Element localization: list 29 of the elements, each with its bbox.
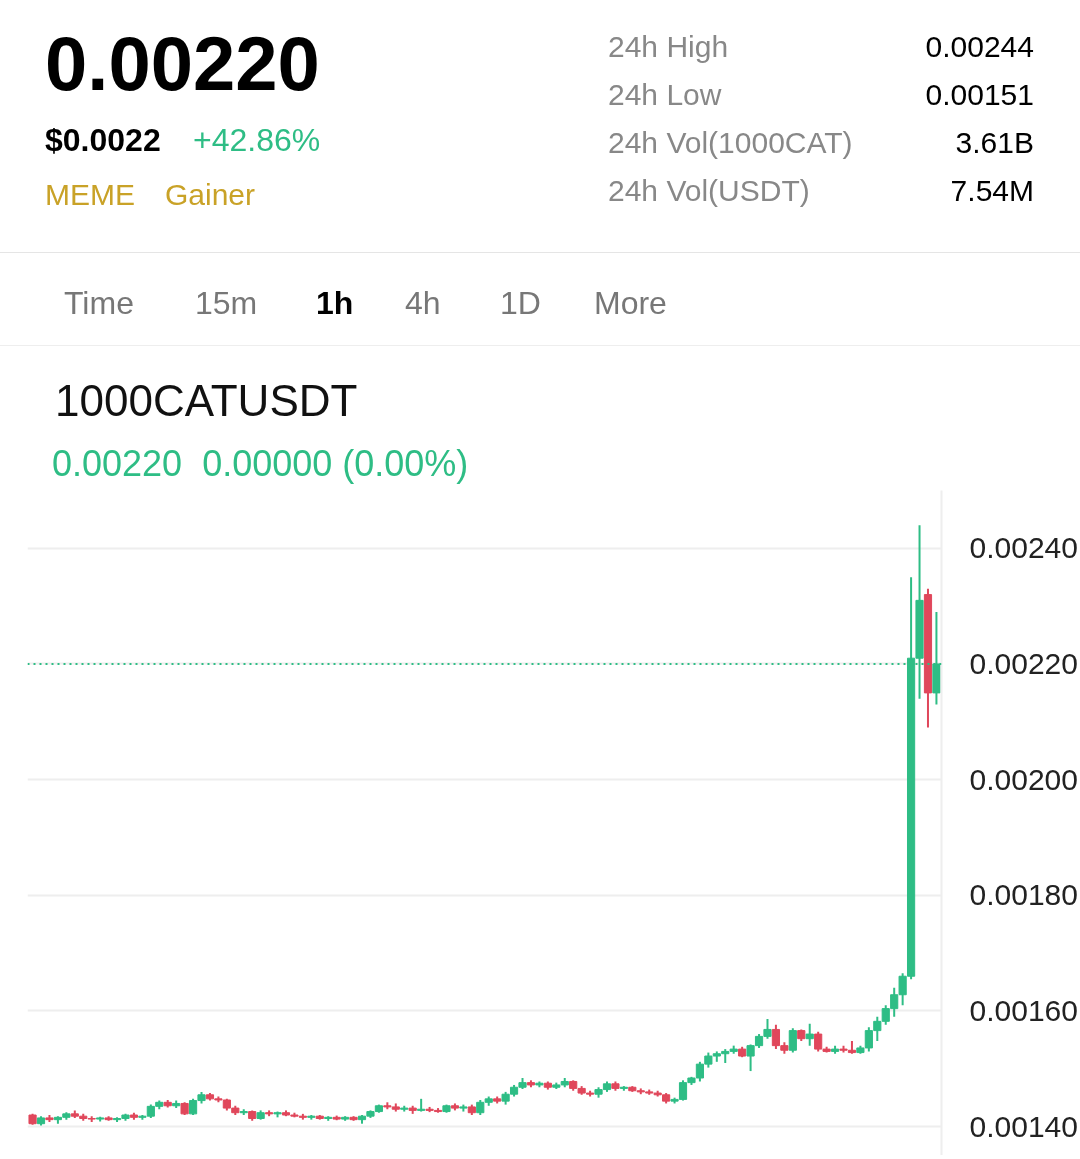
candlestick bbox=[788, 1027, 797, 1054]
y-tick-label: 0.00200 bbox=[969, 762, 1078, 796]
text: 0.00220 bbox=[45, 20, 320, 108]
y-tick-label: 0.00140 bbox=[969, 1109, 1078, 1143]
text: 15m bbox=[195, 284, 258, 323]
text: $0.0022 bbox=[45, 121, 161, 160]
y-tick-label: 0.00220 bbox=[969, 646, 1078, 680]
text: 24h Low bbox=[608, 77, 722, 113]
text: +42.86% bbox=[193, 121, 321, 160]
y-tick-label: 0.00160 bbox=[969, 993, 1078, 1027]
text: 24h Vol(USDT) bbox=[608, 173, 810, 209]
text: 24h Vol(1000CAT) bbox=[608, 125, 853, 161]
chart-title: 1000CATUSDT bbox=[55, 375, 358, 427]
text: More bbox=[594, 284, 667, 323]
text: 7.54M bbox=[950, 173, 1034, 209]
text: 24h High bbox=[608, 29, 729, 65]
y-tick-label: 0.00240 bbox=[969, 531, 1078, 565]
text: 4h bbox=[405, 284, 441, 323]
text: 1D bbox=[500, 284, 541, 323]
text: 0.00244 bbox=[925, 29, 1034, 65]
text: 0.00151 bbox=[925, 77, 1034, 113]
text: Time bbox=[64, 284, 134, 323]
candlestick bbox=[805, 1022, 814, 1047]
text: 3.61B bbox=[955, 125, 1034, 161]
text: 1h bbox=[316, 284, 354, 323]
text: Gainer bbox=[165, 177, 256, 213]
text: MEME bbox=[45, 177, 135, 213]
y-tick-label: 0.00180 bbox=[969, 878, 1078, 912]
chart-subtitle: 0.00220 0.00000 (0.00%) bbox=[52, 442, 469, 486]
